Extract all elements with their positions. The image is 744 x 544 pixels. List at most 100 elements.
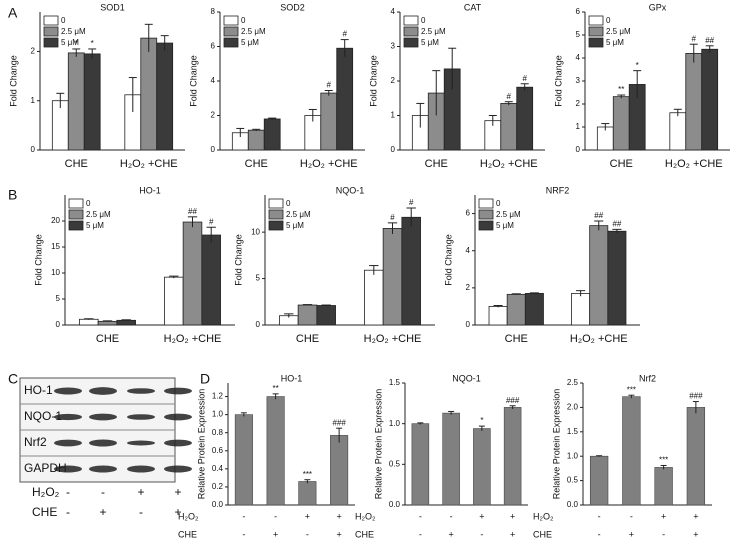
y-tick-label: 8 — [211, 7, 216, 16]
legend-swatch — [478, 220, 494, 231]
legend-swatch — [588, 37, 604, 48]
bar — [506, 293, 526, 326]
significance-label: ### — [506, 396, 520, 405]
bar — [67, 52, 85, 151]
y-tick-label: 0 — [466, 320, 471, 329]
y-tick-label: 0 — [31, 145, 36, 154]
western-blot — [19, 377, 176, 483]
y-tick-label: 0 — [256, 320, 261, 329]
error-bar — [509, 405, 516, 410]
legend-label: 0 — [86, 199, 91, 208]
error-bar — [240, 412, 247, 417]
condition-label: H₂O₂ — [355, 511, 376, 521]
significance-label: ## — [594, 211, 603, 220]
panel-label: D — [200, 371, 210, 387]
bar — [263, 118, 281, 151]
blot-label: GAPDH — [24, 461, 67, 475]
bar — [524, 293, 544, 326]
bar — [201, 234, 221, 326]
y-tick-label: 4 — [211, 76, 216, 85]
legend-swatch — [223, 37, 239, 48]
y-tick-label: 0.2 — [212, 482, 224, 491]
y-tick-label: 1 — [31, 96, 36, 105]
y-tick-label: 5 — [56, 294, 61, 303]
blot-band — [89, 439, 117, 447]
significance-label: # — [522, 74, 527, 83]
blot-band — [127, 465, 155, 473]
error-bar — [206, 226, 216, 243]
bar — [247, 129, 265, 151]
panel-label: B — [8, 187, 17, 203]
error-bar — [612, 228, 622, 234]
legend-label: 0 — [286, 199, 291, 208]
error-bar — [284, 313, 294, 318]
chart-title: SOD2 — [280, 2, 305, 12]
condition-label: H₂O₂ — [32, 485, 60, 499]
blot-band — [127, 388, 155, 394]
x-tick-label: CHE — [96, 333, 119, 345]
y-tick-label: 3 — [391, 42, 396, 51]
legend-label: 5 μM — [241, 38, 259, 47]
bar — [589, 455, 609, 506]
error-bar — [596, 455, 603, 457]
panel-label: A — [8, 5, 18, 21]
y-axis-label: Fold Change — [553, 55, 563, 107]
condition-sign: + — [479, 511, 484, 521]
legend-label: 2.5 μM — [61, 27, 86, 36]
significance-label: ## — [612, 219, 621, 228]
condition-sign: + — [174, 485, 181, 499]
chart-title: SOD1 — [100, 2, 125, 12]
bar — [320, 92, 338, 151]
error-bar — [268, 117, 277, 120]
condition-sign: + — [629, 529, 634, 539]
y-axis-label: Fold Change — [33, 234, 43, 286]
significance-label: ### — [689, 392, 703, 401]
error-bar — [102, 320, 113, 322]
blot-band — [127, 440, 155, 446]
blot-band — [127, 414, 155, 420]
legend-label: 2.5 μM — [86, 210, 111, 219]
x-tick-label: H₂O₂ +CHE — [120, 158, 178, 170]
y-tick-label: 0 — [576, 145, 581, 154]
y-tick-label: 0.6 — [212, 446, 224, 455]
bar — [701, 48, 719, 151]
legend-swatch — [43, 26, 59, 37]
legend-swatch — [43, 15, 59, 26]
bar — [589, 225, 609, 326]
condition-sign: + — [448, 529, 453, 539]
bar — [182, 221, 203, 326]
chart-title: CAT — [464, 2, 482, 12]
condition-sign: - — [419, 529, 422, 539]
chart: CAT Fold Change 0 1 2 3 4 CHE H₂O₂ +CHE 0 2.5 μM 5 … — [368, 2, 545, 170]
significance-label: ** — [618, 85, 624, 94]
condition-sign: - — [598, 511, 601, 521]
significance-label: ### — [332, 418, 346, 427]
legend-label: 0 — [421, 16, 426, 25]
blot-band — [164, 413, 192, 421]
legend-swatch — [403, 26, 419, 37]
y-tick-label: 6 — [576, 7, 581, 16]
condition-sign: - — [242, 511, 245, 521]
condition-label: CHE — [32, 505, 57, 519]
significance-label: *** — [627, 385, 636, 394]
y-tick-label: 4 — [391, 7, 396, 16]
blot-label: HO-1 — [24, 383, 53, 397]
bar — [622, 396, 641, 506]
legend-swatch — [68, 220, 84, 231]
bar — [116, 319, 136, 326]
blot-band — [54, 413, 82, 421]
bar — [442, 412, 460, 506]
error-bar — [302, 304, 313, 306]
y-tick-label: 5 — [256, 274, 261, 283]
condition-label: H₂O₂ — [533, 511, 554, 521]
bar — [297, 304, 318, 326]
condition-sign: - — [242, 529, 245, 539]
condition-sign: + — [510, 511, 515, 521]
error-bar — [617, 94, 626, 99]
legend-swatch — [68, 209, 84, 220]
condition-label: CHE — [355, 529, 374, 539]
y-tick-label: 6 — [466, 209, 471, 218]
chart: Nrf2 Relative Protein Expression 0.0 0.5 1.0… — [533, 373, 712, 539]
y-tick-label: 2 — [211, 111, 216, 120]
error-bar — [187, 216, 198, 228]
